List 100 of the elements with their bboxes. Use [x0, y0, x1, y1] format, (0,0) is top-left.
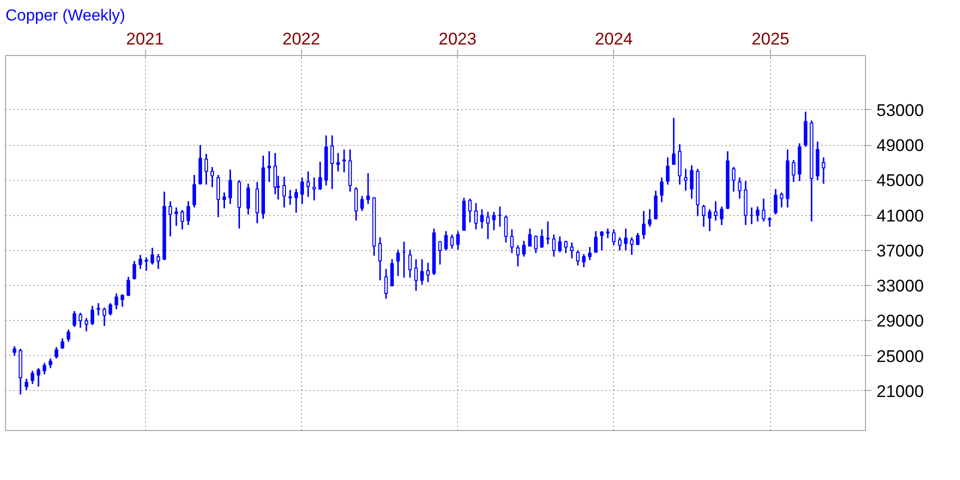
chart-title: Copper (Weekly) — [6, 8, 126, 24]
candlestick — [606, 228, 610, 239]
candlestick — [288, 189, 292, 206]
candlestick — [672, 117, 676, 166]
x-tick-label: 2022 — [282, 30, 320, 48]
candlestick — [294, 188, 298, 214]
candlestick — [306, 170, 310, 198]
y-tick-label: 53000 — [876, 100, 924, 120]
candlestick — [654, 190, 658, 220]
candlestick — [420, 258, 424, 286]
candlestick — [576, 250, 580, 266]
candlestick — [564, 240, 568, 254]
candlestick — [510, 228, 514, 254]
y-tick-label: 25000 — [876, 346, 924, 366]
candlestick — [456, 230, 460, 250]
candlestick — [582, 253, 586, 268]
candlestick — [570, 242, 574, 260]
candlestick — [54, 346, 58, 360]
candlestick — [342, 148, 346, 174]
candlestick — [558, 236, 562, 253]
candlestick — [528, 228, 532, 247]
candlestick — [618, 236, 622, 252]
candlestick — [408, 248, 412, 278]
candlestick — [756, 206, 760, 222]
candlestick — [354, 186, 358, 222]
candlestick — [804, 110, 808, 148]
candlestick — [384, 268, 388, 300]
candlestick — [66, 328, 70, 343]
candlestick — [12, 345, 16, 357]
x-tick-label: 2024 — [594, 30, 633, 48]
candlestick — [267, 150, 271, 183]
candlestick — [720, 206, 724, 226]
candlestick — [396, 248, 400, 277]
candlestick — [480, 208, 484, 230]
candlestick — [246, 182, 250, 216]
candlestick — [702, 204, 706, 228]
candlestick — [822, 156, 826, 184]
candlestick — [708, 208, 712, 232]
candlestick — [450, 234, 454, 250]
candlestick — [210, 166, 214, 188]
candlestick — [522, 240, 526, 258]
candlestick — [273, 152, 277, 196]
y-tick-label: 45000 — [876, 171, 924, 190]
candlestick — [732, 166, 736, 192]
candlestick — [186, 200, 190, 226]
candlestick — [102, 306, 106, 327]
candlestick — [138, 254, 142, 270]
candlestick — [660, 176, 664, 203]
candlestick — [636, 232, 640, 246]
candlestick — [216, 174, 220, 218]
candlestick — [114, 292, 118, 310]
candlestick — [150, 247, 154, 266]
candlestick — [282, 176, 286, 208]
candlestick — [318, 161, 322, 191]
y-tick-label: 41000 — [876, 206, 924, 226]
candlestick — [504, 214, 508, 244]
candlestick — [588, 246, 592, 261]
candlestick — [144, 256, 148, 272]
candlestick — [666, 156, 670, 186]
candlestick — [738, 176, 742, 200]
candlestick — [300, 176, 304, 205]
candlestick — [438, 240, 442, 266]
candlestick — [594, 230, 598, 253]
candlestick — [492, 211, 496, 232]
candlestick — [174, 206, 178, 227]
candlestick — [684, 168, 688, 192]
candlestick — [24, 378, 28, 391]
candlestick — [336, 152, 340, 172]
candlestick — [204, 153, 208, 186]
candlestick — [378, 236, 382, 282]
candlestick — [552, 234, 556, 258]
candlestick — [192, 174, 196, 208]
x-tick-label: 2023 — [438, 30, 476, 48]
candlestick — [642, 210, 646, 240]
candlestick — [48, 358, 52, 369]
candlestick — [444, 230, 448, 252]
y-tick-label: 33000 — [876, 276, 924, 296]
candlestick — [468, 198, 472, 224]
candlestick — [426, 262, 430, 283]
candlestick — [108, 302, 112, 316]
candlestick — [36, 367, 40, 388]
candlestick — [540, 228, 544, 249]
candlestick — [474, 202, 478, 230]
candlestick — [255, 181, 259, 224]
candlestick — [222, 192, 226, 210]
candlestick — [600, 230, 604, 252]
candlestick — [96, 302, 100, 316]
candlestick — [72, 310, 76, 328]
x-tick-label: 2021 — [126, 30, 164, 48]
candlestick — [690, 164, 694, 200]
candlestick — [630, 236, 634, 256]
candlestick — [612, 228, 616, 246]
candlestick — [516, 244, 520, 268]
candlestick — [780, 192, 784, 208]
candlestick — [126, 276, 130, 297]
candlestick — [84, 317, 88, 332]
candlestick — [330, 134, 334, 190]
candlestick — [624, 228, 628, 252]
candlestick — [648, 208, 652, 228]
candlestick — [132, 260, 136, 280]
